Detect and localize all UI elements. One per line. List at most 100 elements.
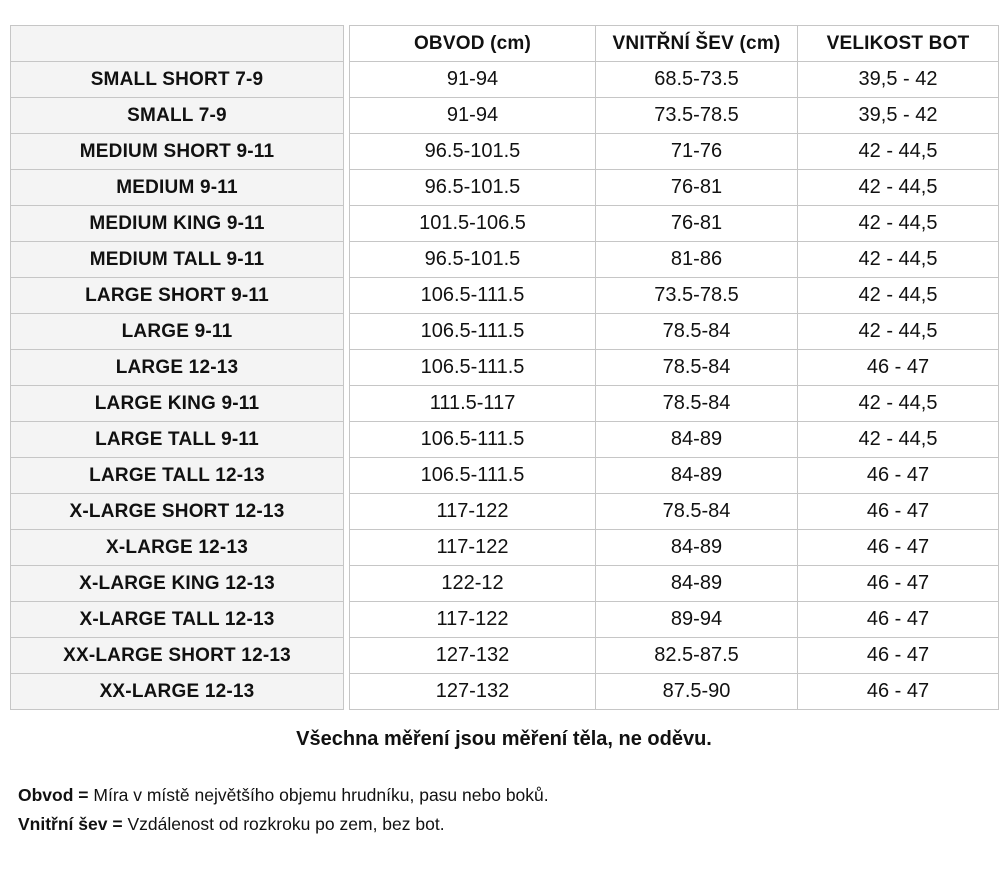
column-gap (343, 385, 350, 422)
sev-cell: 82.5-87.5 (595, 637, 798, 674)
boty-cell: 46 - 47 (797, 493, 999, 530)
definition-term: Vnitřní šev = (18, 814, 123, 834)
row-label: MEDIUM TALL 9-11 (10, 241, 344, 278)
row-label: LARGE KING 9-11 (10, 385, 344, 422)
row-label: X-LARGE TALL 12-13 (10, 601, 344, 638)
row-label: XX-LARGE 12-13 (10, 673, 344, 710)
table-row: XX-LARGE SHORT 12-13 127-132 82.5-87.5 46 -… (10, 637, 999, 674)
row-label: X-LARGE KING 12-13 (10, 565, 344, 602)
table-row: LARGE TALL 9-11 106.5-111.5 84-89 42 - 44,5 (10, 421, 999, 458)
boty-cell: 42 - 44,5 (797, 133, 999, 170)
obvod-cell: 106.5-111.5 (349, 421, 596, 458)
obvod-cell: 127-132 (349, 673, 596, 710)
boty-cell: 46 - 47 (797, 601, 999, 638)
row-label: LARGE 9-11 (10, 313, 344, 350)
table-row: X-LARGE TALL 12-13 117-122 89-94 46 - 47 (10, 601, 999, 638)
obvod-cell: 96.5-101.5 (349, 169, 596, 206)
sev-cell: 76-81 (595, 169, 798, 206)
table-row: XX-LARGE 12-13 127-132 87.5-90 46 - 47 (10, 673, 999, 710)
boty-cell: 42 - 44,5 (797, 421, 999, 458)
table-row: LARGE 12-13 106.5-111.5 78.5-84 46 - 47 (10, 349, 999, 386)
row-label: SMALL 7-9 (10, 97, 344, 134)
boty-cell: 42 - 44,5 (797, 205, 999, 242)
column-gap (343, 493, 350, 530)
definition-text: Vzdálenost od rozkroku po zem, bez bot. (127, 814, 445, 834)
column-gap (343, 529, 350, 566)
sev-cell: 84-89 (595, 565, 798, 602)
obvod-cell: 117-122 (349, 493, 596, 530)
obvod-cell: 111.5-117 (349, 385, 596, 422)
table-row: LARGE SHORT 9-11 106.5-111.5 73.5-78.5 42 -… (10, 277, 999, 314)
table-row: X-LARGE SHORT 12-13 117-122 78.5-84 46 - 47 (10, 493, 999, 530)
table-row: LARGE KING 9-11 111.5-117 78.5-84 42 - 44,5 (10, 385, 999, 422)
column-gap (343, 673, 350, 710)
boty-cell: 42 - 44,5 (797, 169, 999, 206)
sev-cell: 84-89 (595, 529, 798, 566)
definition-obvod: Obvod = Míra v místě největšího objemu h… (18, 781, 1000, 810)
table-row: X-LARGE KING 12-13 122-12 84-89 46 - 47 (10, 565, 999, 602)
row-label: LARGE TALL 9-11 (10, 421, 344, 458)
definition-term: Obvod = (18, 785, 89, 805)
definition-text: Míra v místě největšího objemu hrudníku,… (93, 785, 549, 805)
obvod-cell: 122-12 (349, 565, 596, 602)
boty-cell: 46 - 47 (797, 637, 999, 674)
definition-vnitrni-sev: Vnitřní šev = Vzdálenost od rozkroku po … (18, 810, 1000, 839)
column-gap (343, 457, 350, 494)
table-row: LARGE TALL 12-13 106.5-111.5 84-89 46 - 47 (10, 457, 999, 494)
row-label: X-LARGE 12-13 (10, 529, 344, 566)
boty-cell: 46 - 47 (797, 529, 999, 566)
obvod-cell: 106.5-111.5 (349, 277, 596, 314)
row-label: MEDIUM 9-11 (10, 169, 344, 206)
sev-cell: 76-81 (595, 205, 798, 242)
column-gap (343, 205, 350, 242)
table-row: SMALL SHORT 7-9 91-94 68.5-73.5 39,5 - 42 (10, 61, 999, 98)
row-label: LARGE SHORT 9-11 (10, 277, 344, 314)
measurement-note: Všechna měření jsou měření těla, ne oděv… (296, 728, 712, 750)
sev-cell: 78.5-84 (595, 349, 798, 386)
obvod-cell: 127-132 (349, 637, 596, 674)
corner-cell (10, 25, 344, 62)
column-gap (343, 277, 350, 314)
row-label: LARGE 12-13 (10, 349, 344, 386)
column-gap (343, 241, 350, 278)
boty-cell: 46 - 47 (797, 457, 999, 494)
boty-cell: 46 - 47 (797, 673, 999, 710)
obvod-cell: 106.5-111.5 (349, 349, 596, 386)
row-label: X-LARGE SHORT 12-13 (10, 493, 344, 530)
obvod-cell: 91-94 (349, 97, 596, 134)
column-gap (343, 349, 350, 386)
table-row: X-LARGE 12-13 117-122 84-89 46 - 47 (10, 529, 999, 566)
table-row: MEDIUM KING 9-11 101.5-106.5 76-81 42 - 44,… (10, 205, 999, 242)
row-label: LARGE TALL 12-13 (10, 457, 344, 494)
sev-cell: 78.5-84 (595, 313, 798, 350)
sev-cell: 78.5-84 (595, 385, 798, 422)
table-row: MEDIUM 9-11 96.5-101.5 76-81 42 - 44,5 (10, 169, 999, 206)
table-row: MEDIUM SHORT 9-11 96.5-101.5 71-76 42 - 44,… (10, 133, 999, 170)
boty-cell: 46 - 47 (797, 565, 999, 602)
table-header: OBVOD (cm) VNITŘNÍ ŠEV (cm) VELIKOST BOT (10, 25, 999, 62)
sev-cell: 84-89 (595, 421, 798, 458)
column-gap (343, 61, 350, 98)
column-gap (343, 25, 350, 62)
table-body: SMALL SHORT 7-9 91-94 68.5-73.5 39,5 - 42 SM… (10, 61, 999, 710)
boty-cell: 42 - 44,5 (797, 277, 999, 314)
column-gap (343, 601, 350, 638)
column-header-velikost-bot: VELIKOST BOT (797, 25, 999, 62)
boty-cell: 42 - 44,5 (797, 313, 999, 350)
sev-cell: 84-89 (595, 457, 798, 494)
obvod-cell: 96.5-101.5 (349, 241, 596, 278)
obvod-cell: 117-122 (349, 601, 596, 638)
row-label: SMALL SHORT 7-9 (10, 61, 344, 98)
sev-cell: 73.5-78.5 (595, 97, 798, 134)
obvod-cell: 96.5-101.5 (349, 133, 596, 170)
sev-cell: 81-86 (595, 241, 798, 278)
column-gap (343, 97, 350, 134)
sev-cell: 73.5-78.5 (595, 277, 798, 314)
table-row: SMALL 7-9 91-94 73.5-78.5 39,5 - 42 (10, 97, 999, 134)
boty-cell: 46 - 47 (797, 349, 999, 386)
obvod-cell: 106.5-111.5 (349, 457, 596, 494)
boty-cell: 39,5 - 42 (797, 97, 999, 134)
column-gap (343, 421, 350, 458)
column-gap (343, 637, 350, 674)
boty-cell: 42 - 44,5 (797, 241, 999, 278)
